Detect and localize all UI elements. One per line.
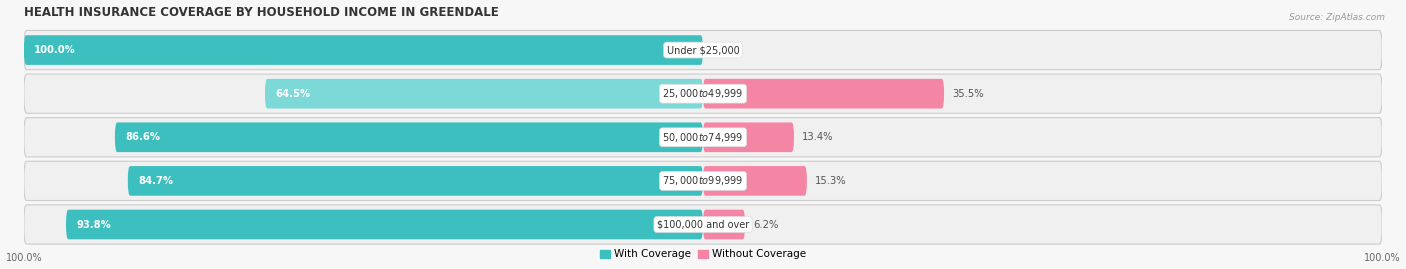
FancyBboxPatch shape	[24, 161, 1382, 200]
Text: 100.0%: 100.0%	[34, 45, 76, 55]
Text: 84.7%: 84.7%	[138, 176, 173, 186]
FancyBboxPatch shape	[115, 122, 703, 152]
Text: Under $25,000: Under $25,000	[666, 45, 740, 55]
FancyBboxPatch shape	[703, 210, 745, 239]
FancyBboxPatch shape	[24, 74, 1382, 113]
Text: 6.2%: 6.2%	[754, 220, 779, 229]
Text: 86.6%: 86.6%	[125, 132, 160, 142]
FancyBboxPatch shape	[24, 118, 1382, 157]
Text: 13.4%: 13.4%	[803, 132, 834, 142]
Text: 0.0%: 0.0%	[711, 45, 737, 55]
FancyBboxPatch shape	[66, 210, 703, 239]
Text: 15.3%: 15.3%	[815, 176, 846, 186]
FancyBboxPatch shape	[703, 79, 943, 108]
Text: 93.8%: 93.8%	[76, 220, 111, 229]
Text: $100,000 and over: $100,000 and over	[657, 220, 749, 229]
Text: Source: ZipAtlas.com: Source: ZipAtlas.com	[1289, 13, 1385, 22]
Text: $50,000 to $74,999: $50,000 to $74,999	[662, 131, 744, 144]
Text: 64.5%: 64.5%	[276, 89, 311, 99]
FancyBboxPatch shape	[24, 35, 703, 65]
Text: $75,000 to $99,999: $75,000 to $99,999	[662, 174, 744, 187]
Text: 35.5%: 35.5%	[952, 89, 984, 99]
FancyBboxPatch shape	[128, 166, 703, 196]
FancyBboxPatch shape	[24, 205, 1382, 244]
FancyBboxPatch shape	[264, 79, 703, 108]
FancyBboxPatch shape	[24, 30, 1382, 70]
Text: $25,000 to $49,999: $25,000 to $49,999	[662, 87, 744, 100]
FancyBboxPatch shape	[703, 122, 794, 152]
FancyBboxPatch shape	[703, 166, 807, 196]
Legend: With Coverage, Without Coverage: With Coverage, Without Coverage	[596, 245, 810, 264]
Text: HEALTH INSURANCE COVERAGE BY HOUSEHOLD INCOME IN GREENDALE: HEALTH INSURANCE COVERAGE BY HOUSEHOLD I…	[24, 6, 499, 19]
